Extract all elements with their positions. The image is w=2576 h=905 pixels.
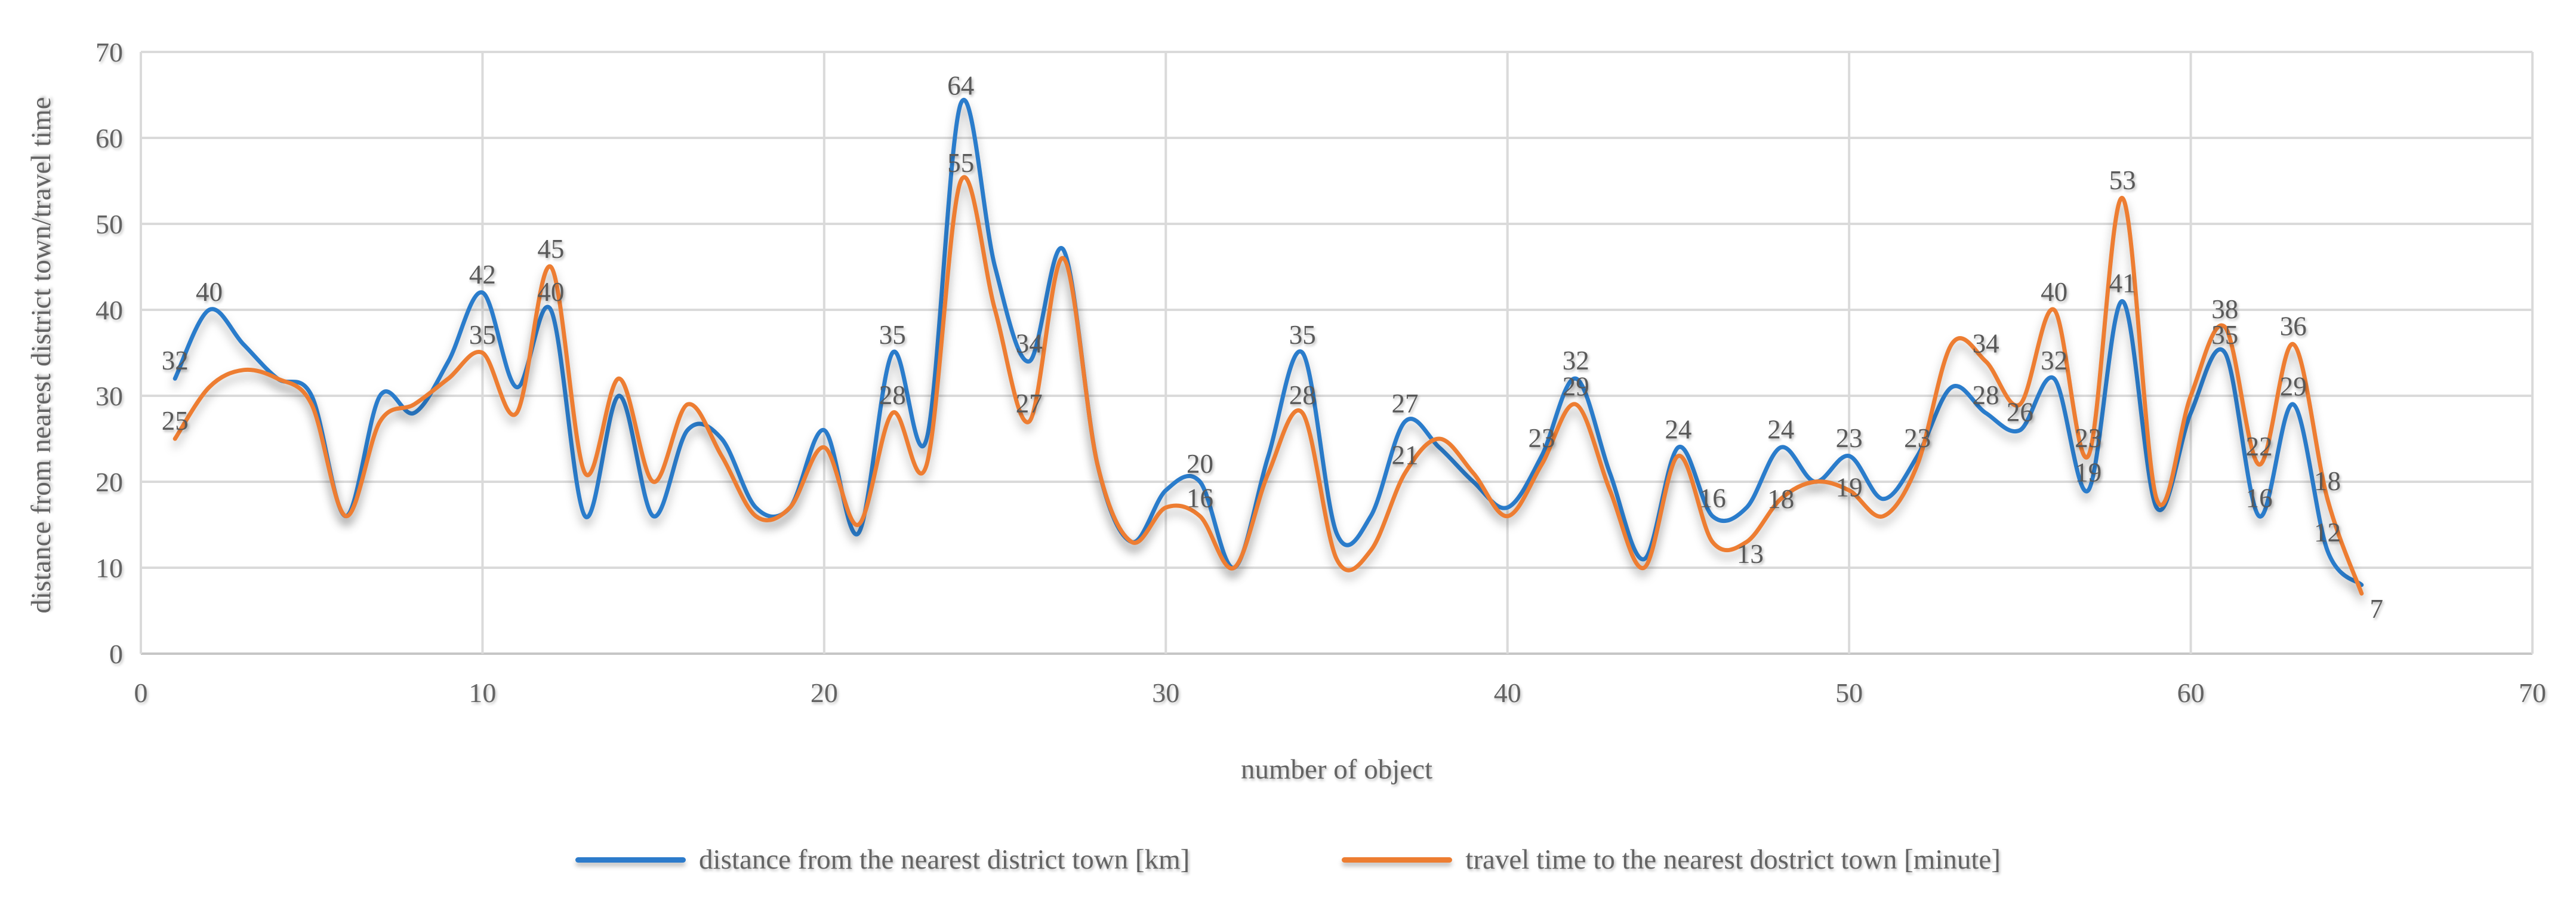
point-label: 41	[2109, 269, 2136, 298]
series-line-distance	[172, 97, 2364, 587]
tick-label-y: 50	[95, 209, 123, 239]
point-label: 23	[2075, 423, 2102, 453]
point-label: 23	[1529, 423, 1555, 453]
point-label: 24	[1665, 414, 1691, 444]
tick-label-x: 40	[1494, 678, 1521, 708]
legend-item-travel-time: travel time to the nearest dostrict town…	[1342, 844, 2001, 876]
point-label: 13	[1737, 539, 1764, 569]
point-label: 16	[2246, 484, 2273, 513]
tick-label-x: 30	[1152, 678, 1179, 708]
point-label: 35	[469, 320, 496, 350]
point-label: 35	[879, 320, 906, 350]
point-label: 40	[196, 277, 223, 307]
point-label: 32	[2041, 346, 2067, 375]
point-label: 35	[2211, 320, 2238, 350]
point-label: 18	[1767, 484, 1794, 514]
point-label: 32	[162, 346, 189, 375]
point-label: 32	[1563, 346, 1589, 375]
tick-label-y: 0	[109, 639, 123, 669]
point-label: 55	[947, 148, 974, 178]
legend: distance from the nearest district town …	[0, 835, 2576, 885]
point-label: 45	[537, 234, 564, 264]
x-tick-labels: 0 10 20 30 40 50 60 70	[134, 678, 2547, 708]
tick-label-y: 10	[95, 553, 123, 583]
point-label: 29	[1563, 371, 1589, 401]
tick-label-y: 70	[95, 37, 123, 67]
series-line-travel-time	[172, 175, 2364, 596]
point-label: 18	[2314, 466, 2341, 496]
tick-label-y: 30	[95, 381, 123, 411]
point-label: 22	[2246, 432, 2273, 461]
point-label: 40	[2041, 277, 2067, 307]
point-label: 24	[1767, 414, 1794, 444]
x-axis-title: number of object	[1240, 754, 1433, 785]
point-label: 35	[1289, 320, 1316, 350]
tick-label-y: 60	[95, 123, 123, 153]
point-label: 23	[1904, 423, 1931, 453]
point-label: 23	[1836, 423, 1863, 453]
point-label: 64	[947, 70, 974, 100]
point-label: 12	[2314, 518, 2341, 547]
legend-item-distance: distance from the nearest district town …	[575, 844, 1190, 876]
tick-label-x: 60	[2177, 678, 2205, 708]
point-label: 40	[537, 277, 564, 307]
point-label: 34	[1973, 328, 1999, 358]
point-label: 27	[1016, 389, 1043, 418]
point-label: 7	[2370, 594, 2384, 624]
y-tick-labels: 0 10 20 30 40 50 60 70	[95, 37, 123, 669]
point-label: 20	[1187, 449, 1213, 479]
line-swatch-icon	[575, 857, 686, 863]
tick-label-y: 20	[95, 467, 123, 497]
point-label: 16	[1187, 484, 1213, 513]
point-label: 42	[469, 260, 496, 290]
point-label: 53	[2109, 165, 2136, 195]
point-label: 28	[1289, 380, 1316, 410]
line-swatch-icon	[1342, 857, 1453, 863]
point-label: 34	[1016, 328, 1043, 358]
tick-label-x: 50	[1835, 678, 1863, 708]
gridlines	[140, 51, 2534, 655]
point-label: 27	[1392, 389, 1419, 418]
tick-label-y: 40	[95, 295, 123, 325]
point-label: 36	[2280, 312, 2307, 341]
point-label: 38	[2211, 294, 2238, 324]
point-labels: 32 25 40 42 35 45 40 35 28 64 55 34 27 20 16 35 28 27 21 23…	[162, 70, 2383, 624]
point-label: 16	[1699, 484, 1726, 513]
point-label: 19	[1836, 472, 1863, 502]
legend-label: travel time to the nearest dostrict town…	[1465, 844, 2001, 875]
point-label: 29	[2280, 371, 2307, 401]
point-label: 19	[2075, 457, 2102, 487]
point-label: 25	[162, 406, 189, 436]
y-axis-title: distance from nearest district town/trav…	[26, 97, 57, 614]
point-label: 28	[879, 380, 906, 410]
legend-label: distance from the nearest district town …	[699, 844, 1190, 875]
point-label: 26	[2007, 398, 2033, 427]
tick-label-x: 0	[134, 678, 148, 708]
point-label: 21	[1392, 441, 1419, 470]
tick-label-x: 70	[2519, 678, 2546, 708]
tick-label-x: 20	[811, 678, 838, 708]
tick-label-x: 10	[469, 678, 496, 708]
point-label: 28	[1973, 380, 1999, 410]
